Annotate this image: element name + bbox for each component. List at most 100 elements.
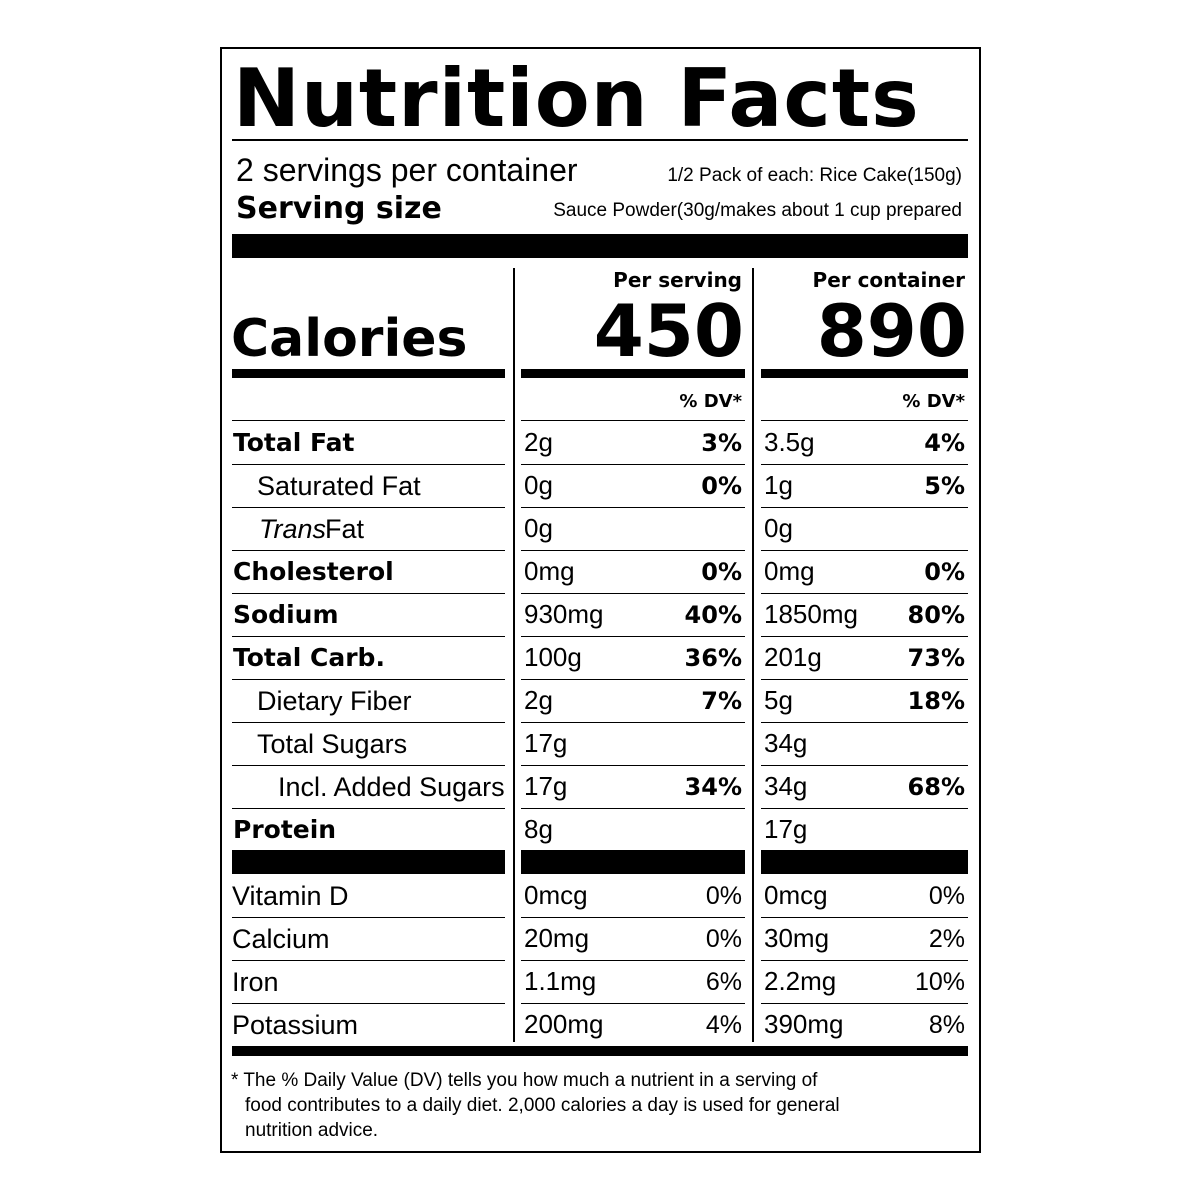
amount: 1.1mg (524, 966, 597, 997)
label-border (220, 47, 981, 1153)
row-line (232, 917, 505, 918)
calories-bar (232, 369, 505, 378)
percent-dv: 4% (924, 428, 965, 457)
row-line (521, 464, 745, 465)
percent-dv: 6% (705, 968, 742, 996)
row-line (232, 765, 505, 766)
percent-dv: 0% (701, 471, 742, 500)
thick-bar (232, 234, 968, 258)
row-line (232, 1003, 505, 1004)
column-divider (752, 268, 754, 1042)
row-line (232, 636, 505, 637)
vitamin-name: Iron (232, 966, 279, 997)
amount: 0g (524, 513, 553, 544)
row-line (232, 550, 505, 551)
column-header: Per serving (613, 268, 742, 292)
row-line (761, 1003, 968, 1004)
row-line (521, 679, 745, 680)
percent-dv: 5% (924, 471, 965, 500)
nutrient-name: Fat (325, 513, 365, 544)
percent-dv: 8% (928, 1011, 965, 1039)
percent-dv: 34% (684, 772, 742, 801)
thick-bar (232, 850, 505, 874)
row-line (232, 593, 505, 594)
row-line (232, 679, 505, 680)
thick-bar (761, 850, 968, 874)
amount: 17g (764, 814, 808, 845)
amount: 20mg (524, 923, 590, 954)
calories-bar (761, 369, 968, 378)
row-line (521, 917, 745, 918)
title-rule (232, 139, 968, 141)
calories-label: Calories (231, 308, 468, 369)
vitamin-name: Potassium (232, 1009, 359, 1040)
footnote: * The % Daily Value (DV) tells you how m… (231, 1069, 818, 1091)
column-header: Per container (812, 268, 965, 292)
amount: 100g (524, 642, 582, 673)
amount: 2g (524, 685, 553, 716)
calories-bar (521, 369, 745, 378)
row-line (521, 420, 745, 421)
percent-dv: 2% (928, 925, 965, 953)
row-line (232, 808, 505, 809)
row-line (761, 550, 968, 551)
amount: 34g (764, 771, 808, 802)
amount: 1850mg (764, 599, 858, 630)
row-line (761, 464, 968, 465)
percent-dv: 7% (701, 686, 742, 715)
row-line (761, 507, 968, 508)
amount: 200mg (524, 1009, 604, 1040)
column-divider (513, 268, 515, 1042)
amount: 1g (764, 470, 793, 501)
row-line (521, 636, 745, 637)
row-line (521, 507, 745, 508)
dv-header: % DV* (679, 391, 742, 413)
amount: 0mcg (524, 880, 588, 911)
calories-value: 890 (816, 288, 967, 373)
nutrient-name: Total Sugars (257, 728, 408, 759)
vitamin-name: Vitamin D (232, 880, 349, 911)
row-line (761, 722, 968, 723)
dv-header: % DV* (902, 391, 965, 413)
row-line (232, 507, 505, 508)
footnote: nutrition advice. (245, 1119, 379, 1141)
amount: 2.2mg (764, 966, 837, 997)
thick-bar (521, 850, 745, 874)
nutrient-name-italic: Trans (259, 513, 327, 544)
percent-dv: 3% (701, 428, 742, 457)
amount: 0mcg (764, 880, 828, 911)
row-line (232, 722, 505, 723)
calories-value: 450 (593, 288, 744, 373)
row-line (521, 722, 745, 723)
amount: 930mg (524, 599, 604, 630)
row-line (761, 765, 968, 766)
percent-dv: 0% (924, 557, 965, 586)
row-line (232, 464, 505, 465)
percent-dv: 0% (705, 925, 742, 953)
percent-dv: 0% (701, 557, 742, 586)
bottom-bar (232, 1046, 968, 1056)
row-line (761, 808, 968, 809)
amount: 2g (524, 427, 553, 458)
row-line (521, 808, 745, 809)
row-line (521, 960, 745, 961)
vitamin-name: Calcium (232, 923, 330, 954)
amount: 0mg (524, 556, 575, 587)
row-line (521, 550, 745, 551)
amount: 5g (764, 685, 793, 716)
serving-size-text: Sauce Powder(30g/makes about 1 cup prepa… (553, 199, 962, 221)
nutrient-name: Total Fat (233, 428, 355, 457)
amount: 17g (524, 771, 568, 802)
row-line (761, 960, 968, 961)
row-line (761, 420, 968, 421)
serving-size-label: Serving size (236, 191, 442, 226)
percent-dv: 40% (684, 600, 742, 629)
footnote: food contributes to a daily diet. 2,000 … (245, 1094, 840, 1116)
title: Nutrition Facts (233, 52, 920, 145)
percent-dv: 68% (907, 772, 965, 801)
serving-size-text: 1/2 Pack of each: Rice Cake(150g) (667, 164, 962, 186)
amount: 3.5g (764, 427, 815, 458)
nutrient-name: Cholesterol (233, 557, 394, 586)
row-line (761, 679, 968, 680)
